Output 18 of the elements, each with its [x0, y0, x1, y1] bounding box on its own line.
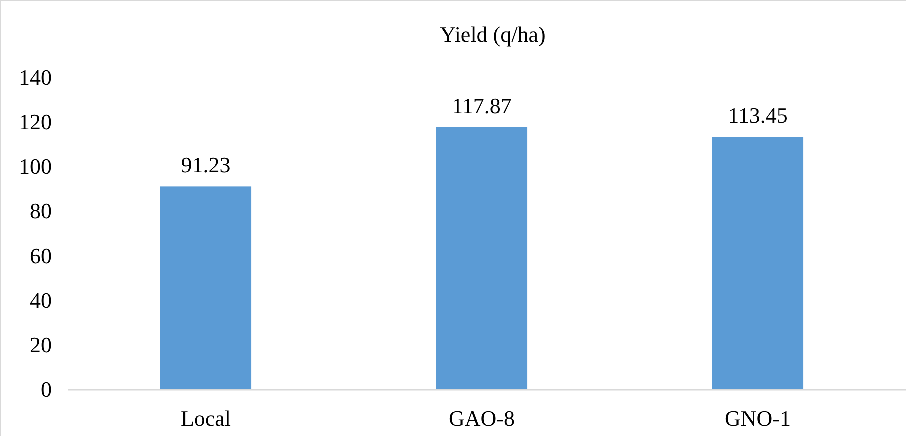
y-tick-label: 60: [30, 243, 52, 268]
y-tick-label: 80: [30, 198, 52, 224]
bar: [436, 127, 528, 390]
y-tick-label: 100: [19, 154, 52, 180]
data-label: 91.23: [181, 152, 231, 178]
data-label: 113.45: [728, 103, 788, 128]
x-tick-label: GNO-1: [725, 406, 791, 431]
y-tick-label: 120: [19, 110, 52, 135]
data-label: 117.87: [452, 93, 512, 118]
y-tick-label: 20: [30, 332, 52, 358]
y-tick-label: 0: [41, 377, 52, 402]
y-tick-label: 140: [19, 65, 52, 90]
x-tick-label: GAO-8: [449, 406, 515, 431]
y-tick-label: 40: [30, 288, 52, 313]
bar: [712, 137, 804, 390]
chart-title: Yield (q/ha): [440, 22, 546, 47]
bar: [160, 186, 252, 390]
x-tick-label: Local: [180, 406, 232, 431]
